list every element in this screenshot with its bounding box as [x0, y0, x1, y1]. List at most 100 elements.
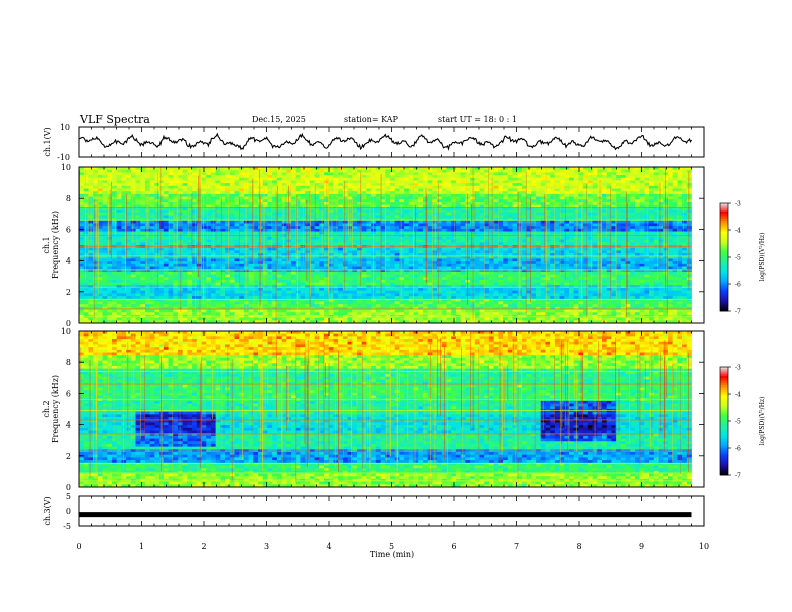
spectrogram-cell [163, 236, 169, 241]
spectrogram-cell [93, 215, 99, 219]
spectrogram-cell [418, 263, 424, 267]
spectrogram-cell [404, 207, 410, 211]
spectrogram-cell [658, 193, 664, 197]
spectrogram-cell [587, 212, 593, 216]
spectrogram-cell [371, 167, 377, 171]
spectrogram-cell [210, 175, 217, 179]
spectrogram-cell [309, 220, 315, 224]
spectrogram-cell [192, 236, 198, 241]
spectrogram-cell [592, 188, 598, 192]
spectrogram-cell [88, 263, 94, 267]
spectrogram-cell [639, 263, 645, 267]
spectrogram-cell [672, 247, 678, 251]
spectrogram-cell [276, 172, 282, 176]
spectrogram-cell [455, 266, 462, 270]
spectrogram-cell [404, 250, 410, 254]
spectrogram-cell [427, 183, 433, 187]
spectrogram-cell [324, 180, 330, 184]
spectrogram-cell [159, 212, 165, 216]
spectrogram-cell [507, 201, 513, 206]
spectrogram-cell [682, 180, 688, 184]
spectrogram-cell [460, 242, 466, 246]
spectrogram-cell [102, 175, 108, 179]
spectrogram-cell [309, 199, 315, 203]
spectrogram-cell [229, 201, 235, 206]
spectrogram-cell [630, 207, 636, 211]
spectrogram-cell [455, 250, 462, 254]
spectrogram-cell [168, 183, 174, 187]
spectrogram-cell [309, 167, 315, 171]
spectrogram-cell [192, 199, 198, 203]
spectrogram-cell [83, 193, 89, 197]
spectrogram-cell [225, 177, 231, 181]
spectrogram-cell [347, 172, 353, 176]
spectrogram-cell [356, 175, 363, 179]
spectrogram-cell [601, 167, 608, 171]
spectrogram-cell [540, 196, 546, 200]
spectrogram-cell [559, 231, 565, 235]
spectrogram-cell [182, 201, 188, 206]
spectrogram-cell [229, 185, 235, 189]
spectrogram-cell [616, 193, 622, 197]
spectrogram-cell [682, 212, 688, 216]
spectrogram-cell [291, 223, 297, 227]
spectrogram-cell [446, 228, 452, 232]
spectrogram-cell [121, 191, 127, 195]
spectrogram-cell [314, 220, 320, 224]
spectrogram-cell [309, 169, 315, 173]
spectrogram-cell [404, 239, 410, 243]
spectrogram-cell [111, 210, 118, 214]
spectrogram-cell [484, 247, 490, 251]
spectrogram-cell [663, 261, 669, 265]
spectrogram-cell [366, 201, 372, 206]
spectrogram-cell [545, 223, 551, 227]
spectrogram-cell [116, 204, 122, 208]
spectrogram-cell [554, 250, 560, 254]
spectrogram-cell [338, 188, 344, 192]
spectrogram-cell [545, 183, 551, 187]
spectrogram-cell [644, 207, 650, 211]
spectrogram-cell [229, 250, 235, 254]
spectrogram-cell [470, 183, 476, 187]
spectrogram-cell [88, 167, 94, 171]
spectrogram-cell [446, 212, 452, 216]
spectrogram-cell [620, 255, 626, 259]
spectrogram-cell [361, 236, 367, 241]
spectrogram-cell [111, 255, 118, 259]
spectrogram-cell [102, 191, 108, 195]
spectrogram-cell [173, 183, 179, 187]
spectrogram-cell [446, 207, 452, 211]
spectrogram-cell [639, 207, 645, 211]
spectrogram-cell [309, 183, 315, 187]
spectrogram-cell [639, 193, 645, 197]
spectrogram-cell [404, 212, 410, 216]
spectrogram-cell [102, 231, 108, 235]
spectrogram-cell [88, 169, 94, 173]
spectrogram-cell [667, 180, 674, 184]
spectrogram-cell [460, 169, 466, 173]
spectrogram-cell [234, 250, 240, 254]
spectrogram-cell [427, 193, 433, 197]
spectrogram-cell [644, 167, 650, 171]
spectrogram-cell [295, 239, 301, 243]
spectrogram-cell [328, 266, 334, 270]
spectrogram-cell [446, 193, 452, 197]
spectrogram-cell [639, 228, 645, 232]
spectrogram-cell [305, 228, 311, 232]
spectrogram-cell [140, 167, 146, 171]
spectrogram-cell [314, 167, 320, 171]
spectrogram-cell [196, 215, 202, 219]
spectrogram-cell [333, 212, 339, 216]
spectrogram-cell [630, 228, 636, 232]
spectrogram-cell [498, 167, 504, 171]
spectrogram-cell [587, 250, 593, 254]
spectrogram-cell [554, 191, 560, 195]
spectrogram-cell [583, 212, 589, 216]
spectrogram-cell [559, 266, 565, 270]
spectrogram-cell [121, 231, 127, 235]
spectrogram-cell [107, 261, 113, 265]
spectrogram-cell [196, 188, 202, 192]
spectrogram-cell [422, 201, 429, 206]
spectrogram-cell [413, 266, 419, 270]
spectrogram-cell [677, 212, 683, 216]
